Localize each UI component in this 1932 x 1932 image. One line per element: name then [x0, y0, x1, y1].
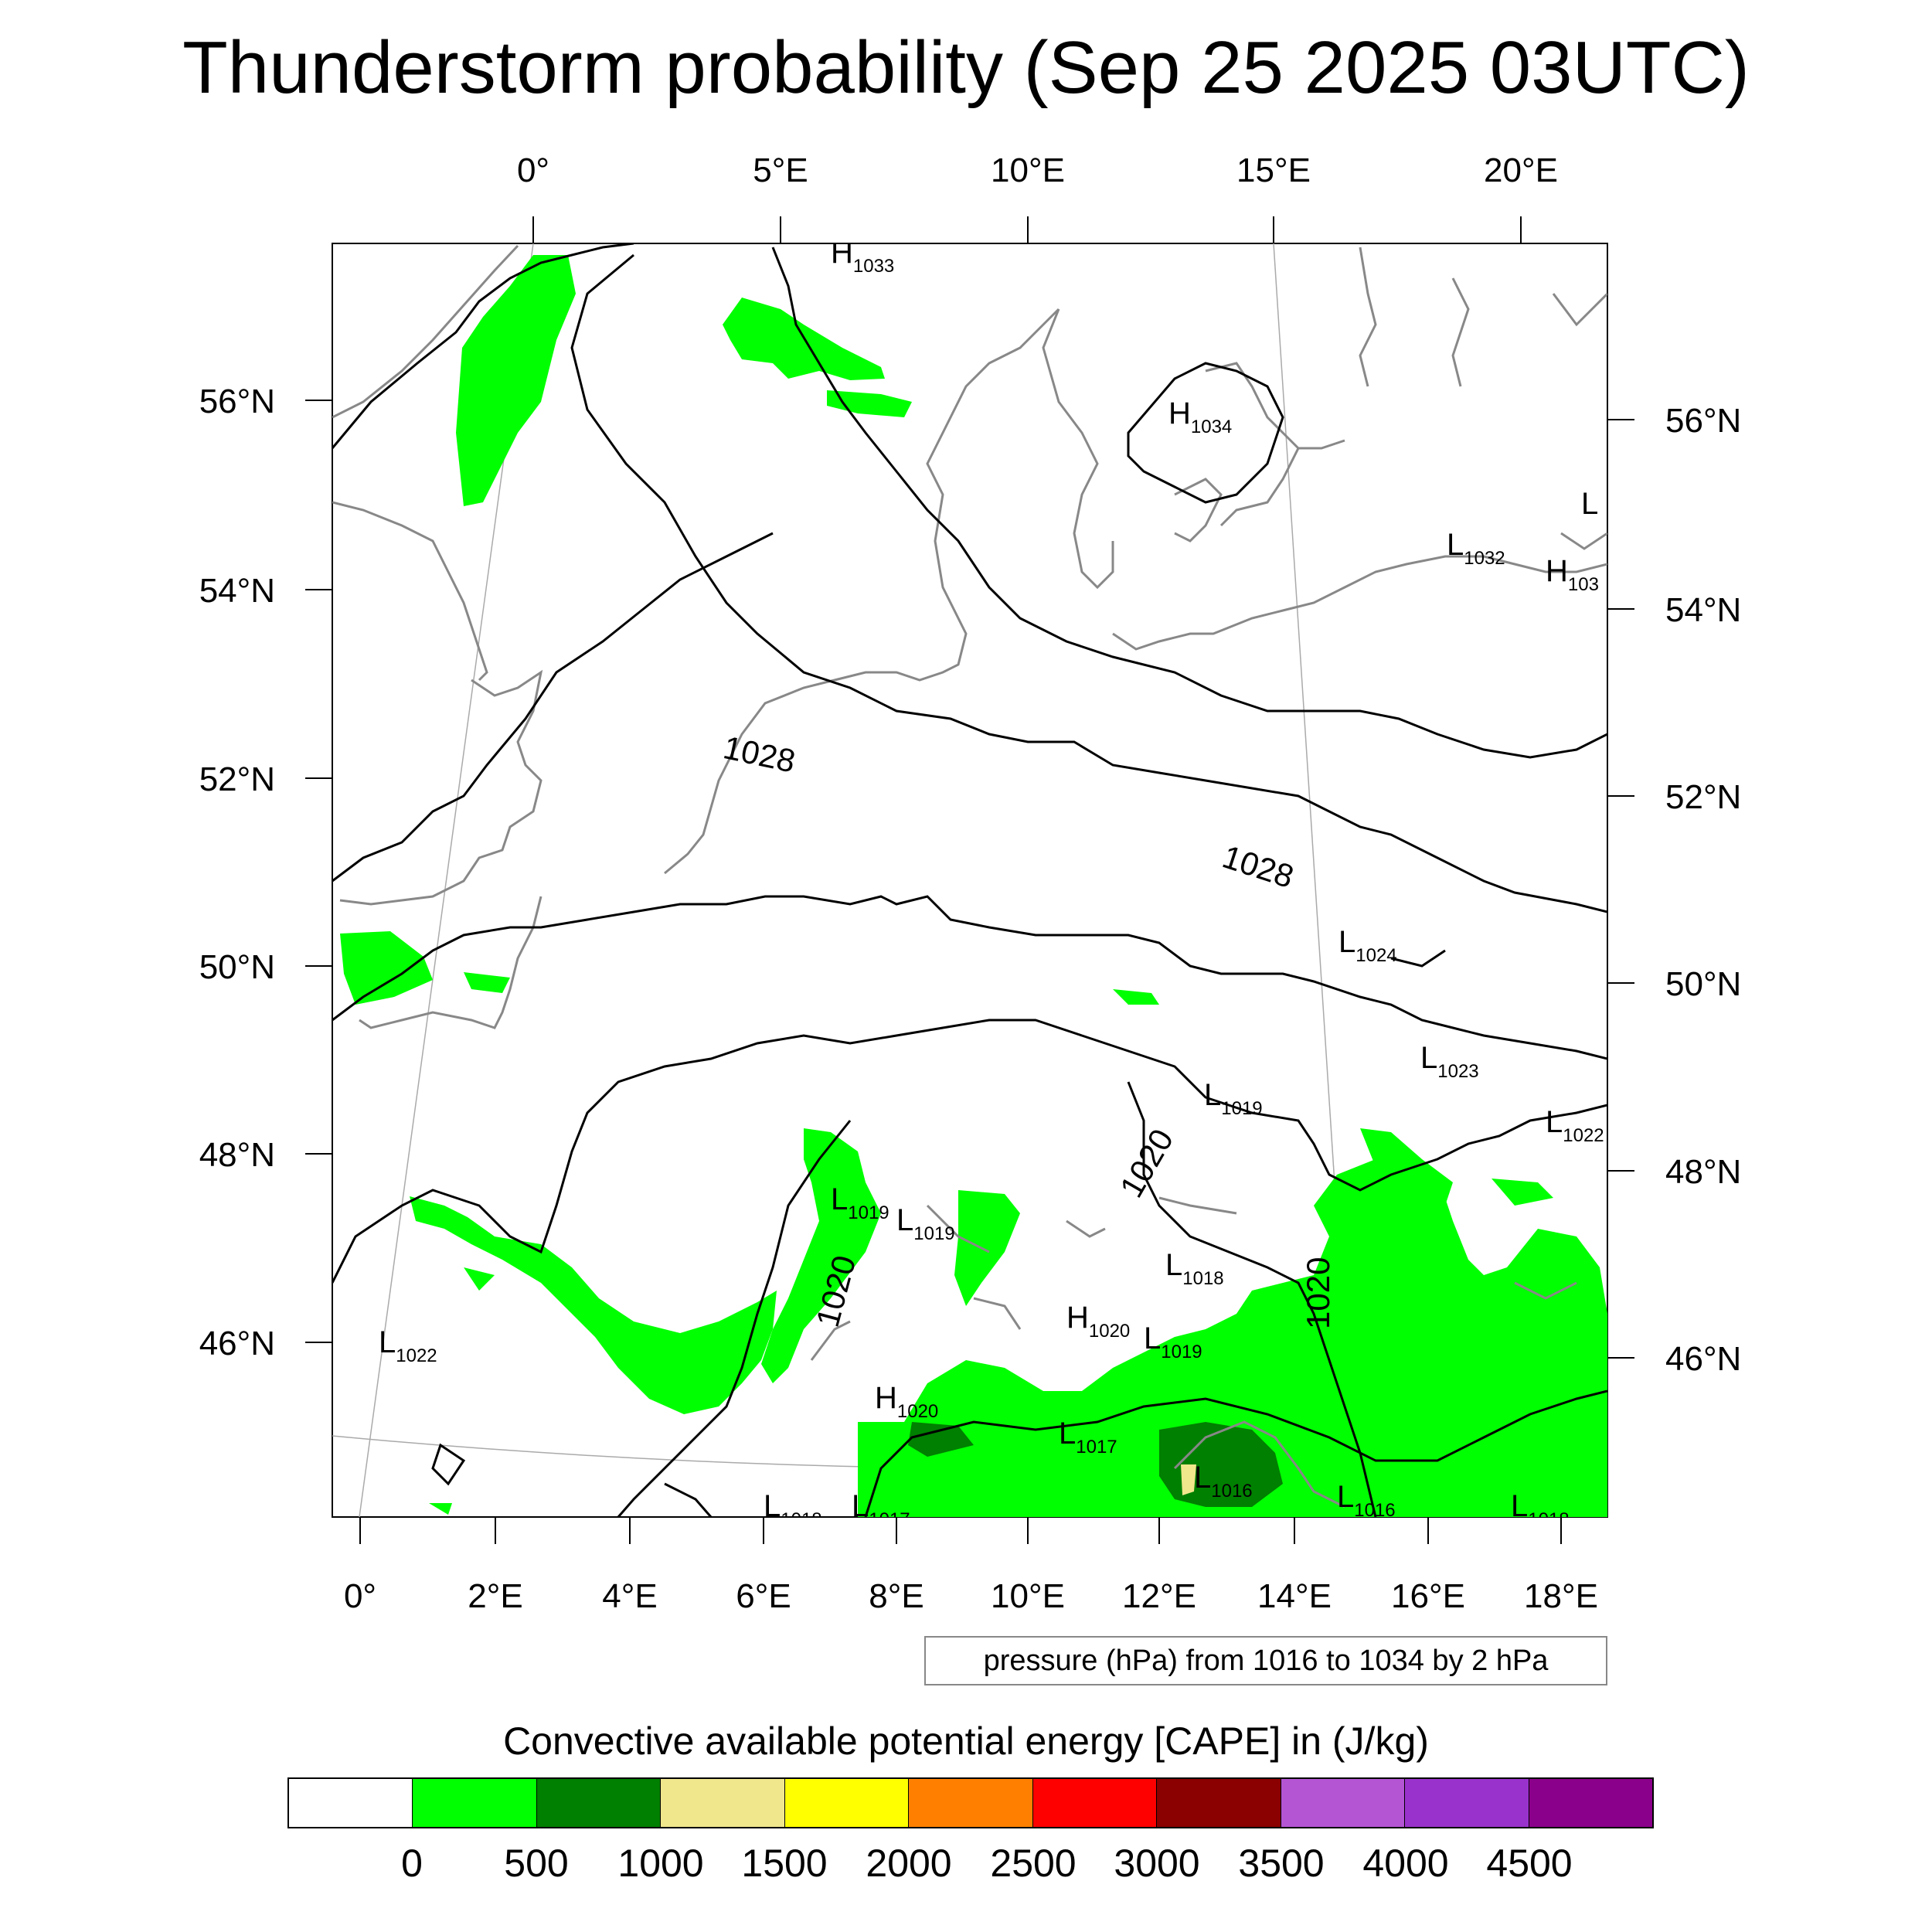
coastlines [332, 244, 1607, 1509]
colorbar-label: 3000 [1114, 1842, 1200, 1885]
colorbar-swatch [1281, 1779, 1406, 1827]
lat-tick-label: 54°N [199, 572, 275, 610]
colorbar-label: 2000 [866, 1842, 952, 1885]
pressure-label: L1019 [1144, 1321, 1202, 1362]
pressure-label: H103 [1546, 554, 1599, 595]
pressure-label: H1033 [831, 236, 894, 277]
colorbar-swatch [1032, 1779, 1158, 1827]
lat-tick-label: 54°N [1665, 591, 1741, 629]
lon-tick-label: 6°E [736, 1577, 791, 1615]
pressure-label: L1016 [1337, 1480, 1396, 1521]
colorbar-label: 1500 [741, 1842, 828, 1885]
colorbar-label: 3500 [1238, 1842, 1325, 1885]
left-lat-labels: 56°N 54°N 52°N 50°N 48°N 46°N [199, 383, 275, 1362]
lon-tick-label: 8°E [869, 1577, 923, 1615]
colorbar-label: 4000 [1362, 1842, 1449, 1885]
colorbar-label: 500 [504, 1842, 569, 1885]
colorbar-swatch [1529, 1779, 1652, 1827]
pressure-label: H1020 [1066, 1301, 1130, 1342]
pressure-label: L1019 [896, 1203, 955, 1244]
lon-tick-label: 10°E [991, 151, 1065, 189]
pressure-label: L1032 [1447, 528, 1505, 569]
pressure-label: L1022 [379, 1325, 437, 1366]
lat-tick-label: 50°N [199, 948, 275, 986]
lat-tick-label: 56°N [199, 383, 275, 420]
right-lat-labels: 56°N 54°N 52°N 50°N 48°N 46°N [1665, 402, 1741, 1378]
bottom-lon-labels: 0° 2°E 4°E 6°E 8°E 10°E 12°E 14°E 16°E 1… [344, 1577, 1598, 1615]
pressure-label: L1023 [1420, 1041, 1479, 1082]
lon-tick-label: 2°E [468, 1577, 522, 1615]
lat-tick-label: 48°N [199, 1136, 275, 1174]
top-lon-labels: 0° 5°E 10°E 15°E 20°E [517, 151, 1558, 189]
lon-tick-label: 14°E [1257, 1577, 1332, 1615]
lat-tick-label: 56°N [1665, 402, 1741, 440]
contour-info-box: pressure (hPa) from 1016 to 1034 by 2 hP… [924, 1636, 1607, 1685]
lon-tick-label: 10°E [991, 1577, 1065, 1615]
lat-tick-label: 52°N [199, 760, 275, 798]
colorbar-title: Convective available potential energy [C… [503, 1719, 1429, 1763]
pressure-label: H1020 [875, 1381, 938, 1422]
lat-tick-label: 50°N [1665, 965, 1741, 1003]
lon-tick-label: 0° [344, 1577, 376, 1615]
pressure-label: L [1581, 487, 1598, 521]
pressure-label: L1022 [1546, 1105, 1604, 1146]
lat-tick-label: 46°N [1665, 1340, 1741, 1378]
pressure-label: L1018 [1165, 1248, 1224, 1289]
pressure-label: L1018 [1511, 1489, 1570, 1530]
colorbar-swatch [413, 1779, 537, 1827]
lon-tick-label: 18°E [1524, 1577, 1598, 1615]
colorbar-label: 4500 [1486, 1842, 1573, 1885]
pressure-labels: H1033 H1034 L1032 H103 L L1024 L1023 L10… [379, 236, 1604, 1530]
colorbar-label: 2500 [990, 1842, 1077, 1885]
lon-tick-label: 12°E [1122, 1577, 1196, 1615]
pressure-label: L1024 [1338, 925, 1397, 966]
isobar-label: 1020 [1300, 1257, 1336, 1329]
lon-tick-label: 20°E [1484, 151, 1558, 189]
tick-marks [305, 216, 1634, 1544]
colorbar-swatch [1405, 1779, 1529, 1827]
lon-tick-label: 16°E [1391, 1577, 1465, 1615]
lon-tick-label: 4°E [602, 1577, 657, 1615]
colorbar-label: 0 [401, 1842, 423, 1885]
lon-tick-label: 15°E [1236, 151, 1311, 189]
pressure-label: H1034 [1168, 396, 1232, 437]
pressure-label: L1019 [831, 1182, 889, 1223]
pressure-label: L1019 [1204, 1078, 1263, 1119]
lon-tick-label: 5°E [753, 151, 808, 189]
colorbar-swatch [909, 1779, 1033, 1827]
pressure-label: L1017 [1059, 1417, 1117, 1458]
colorbar [287, 1777, 1654, 1828]
lat-tick-label: 48°N [1665, 1153, 1741, 1191]
colorbar-swatch [536, 1779, 662, 1827]
colorbar-swatch [661, 1779, 785, 1827]
colorbar-swatch [289, 1779, 413, 1827]
pressure-label: L1017 [852, 1489, 910, 1530]
colorbar-label: 1000 [617, 1842, 704, 1885]
map-title: Thunderstorm probability (Sep 25 2025 03… [182, 26, 1750, 109]
isobars [332, 243, 1607, 1517]
pressure-label: L1018 [764, 1489, 822, 1530]
lon-tick-label: 0° [517, 151, 549, 189]
map-contents: H1033 H1034 L1032 H103 L L1024 L1023 L10… [332, 236, 1607, 1530]
colorbar-swatch [784, 1779, 910, 1827]
pressure-label: L1016 [1194, 1461, 1253, 1502]
colorbar-swatch [1157, 1779, 1281, 1827]
cape-1000-1500-areas [1181, 1464, 1196, 1495]
lat-tick-label: 52°N [1665, 778, 1741, 816]
lat-tick-label: 46°N [199, 1325, 275, 1362]
